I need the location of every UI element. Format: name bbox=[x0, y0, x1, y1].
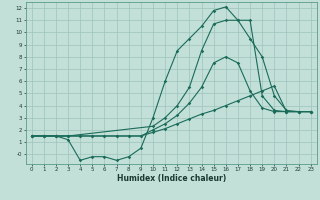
X-axis label: Humidex (Indice chaleur): Humidex (Indice chaleur) bbox=[116, 174, 226, 183]
